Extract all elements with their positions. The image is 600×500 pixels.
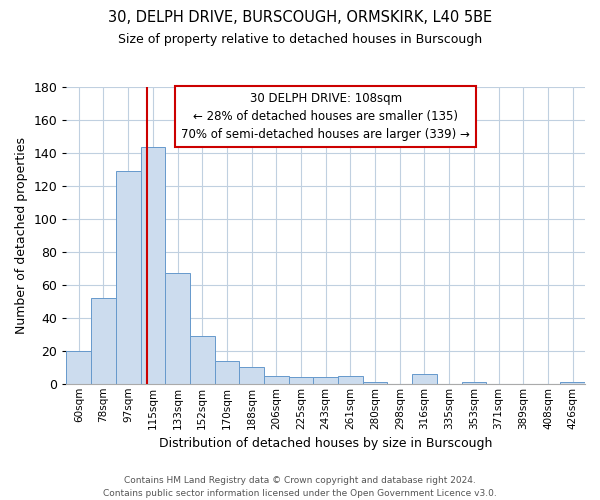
Bar bbox=[363, 382, 388, 384]
Bar bbox=[140, 147, 165, 384]
Bar bbox=[338, 376, 363, 384]
Bar bbox=[461, 382, 486, 384]
Bar bbox=[67, 351, 91, 384]
Bar bbox=[264, 376, 289, 384]
Text: Size of property relative to detached houses in Burscough: Size of property relative to detached ho… bbox=[118, 32, 482, 46]
Bar bbox=[215, 360, 239, 384]
Bar bbox=[190, 336, 215, 384]
Bar bbox=[560, 382, 585, 384]
X-axis label: Distribution of detached houses by size in Burscough: Distribution of detached houses by size … bbox=[159, 437, 493, 450]
Bar bbox=[239, 368, 264, 384]
Bar bbox=[289, 377, 313, 384]
Bar bbox=[91, 298, 116, 384]
Text: 30, DELPH DRIVE, BURSCOUGH, ORMSKIRK, L40 5BE: 30, DELPH DRIVE, BURSCOUGH, ORMSKIRK, L4… bbox=[108, 10, 492, 25]
Bar bbox=[116, 172, 140, 384]
Bar bbox=[313, 377, 338, 384]
Bar bbox=[165, 274, 190, 384]
Bar bbox=[412, 374, 437, 384]
Text: Contains HM Land Registry data © Crown copyright and database right 2024.
Contai: Contains HM Land Registry data © Crown c… bbox=[103, 476, 497, 498]
Text: 30 DELPH DRIVE: 108sqm
← 28% of detached houses are smaller (135)
70% of semi-de: 30 DELPH DRIVE: 108sqm ← 28% of detached… bbox=[181, 92, 470, 141]
Y-axis label: Number of detached properties: Number of detached properties bbox=[15, 137, 28, 334]
